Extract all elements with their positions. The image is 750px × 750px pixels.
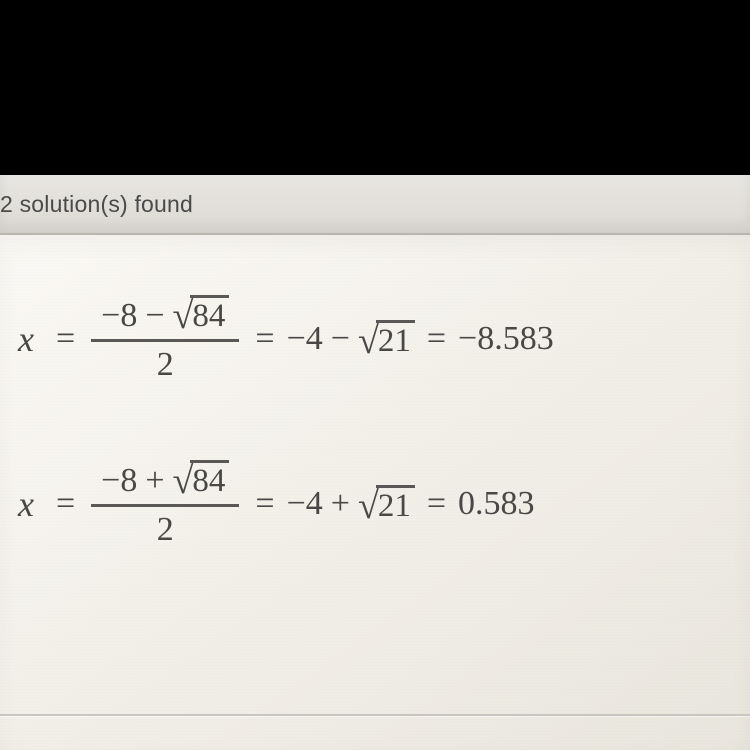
fraction-denominator: 2: [157, 342, 174, 382]
equation-tail: = −4 − √ 21 = −8.583: [243, 320, 553, 358]
sqrt-group: √ 84: [173, 460, 230, 498]
equation-tail: = −4 + √ 21 = 0.583: [243, 485, 534, 523]
radicand: 84: [190, 295, 229, 333]
simplified-lead: −4: [287, 322, 323, 356]
sqrt-group: √ 84: [173, 295, 230, 333]
radicand: 21: [376, 320, 415, 358]
radicand: 21: [376, 485, 415, 523]
numerator-op: +: [145, 464, 164, 498]
surd-icon: √: [173, 466, 194, 496]
decimal-value: 0.583: [458, 487, 535, 521]
solutions-content-panel: x = −8 − √ 84 2 = −4 − √ 21 = −8.583: [0, 235, 750, 750]
equals-sign: =: [56, 322, 75, 356]
decimal-value: −8.583: [458, 322, 554, 356]
surd-icon: √: [173, 301, 194, 331]
fraction-numerator: −8 + √ 84: [91, 460, 239, 507]
sqrt-group: √ 21: [358, 320, 415, 358]
simplified-op: −: [331, 322, 350, 356]
simplified-lead: −4: [287, 487, 323, 521]
fraction: −8 − √ 84 2: [91, 295, 239, 382]
equals-sign: =: [255, 322, 274, 356]
surd-icon: √: [358, 491, 379, 521]
photo-black-border-top: [0, 0, 750, 175]
simplified-op: +: [331, 487, 350, 521]
variable-x: x: [18, 486, 34, 522]
equation-row: x = −8 − √ 84 2 = −4 − √ 21 = −8.583: [18, 295, 720, 382]
fraction-denominator: 2: [157, 507, 174, 547]
equals-sign: =: [427, 487, 446, 521]
equals-sign: =: [427, 322, 446, 356]
numerator-lead: −8: [101, 464, 137, 498]
fraction-numerator: −8 − √ 84: [91, 295, 239, 342]
numerator-op: −: [145, 299, 164, 333]
numerator-lead: −8: [101, 299, 137, 333]
bottom-divider: [0, 714, 750, 716]
variable-x: x: [18, 321, 34, 357]
surd-icon: √: [358, 326, 379, 356]
equals-sign: =: [255, 487, 274, 521]
equation-row: x = −8 + √ 84 2 = −4 + √ 21 = 0.583: [18, 460, 720, 547]
fraction: −8 + √ 84 2: [91, 460, 239, 547]
solutions-header-bar: 2 solution(s) found: [0, 175, 750, 235]
solutions-count-label: 2 solution(s) found: [0, 191, 193, 217]
sqrt-group: √ 21: [358, 485, 415, 523]
equals-sign: =: [56, 487, 75, 521]
radicand: 84: [190, 460, 229, 498]
